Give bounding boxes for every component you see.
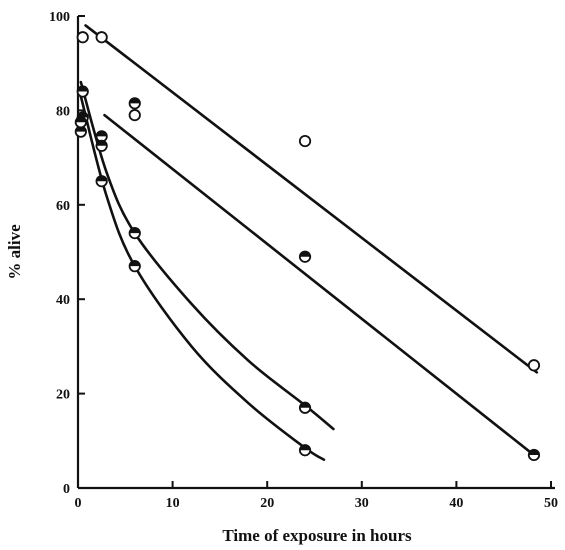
data-point-series-4	[95, 175, 108, 188]
fit-line-series-2	[103, 113, 539, 459]
point-fill	[528, 449, 540, 455]
point-marker	[95, 31, 108, 44]
point-fill	[96, 140, 107, 146]
x-tick-label: 50	[544, 496, 558, 511]
point-fill	[75, 126, 87, 132]
data-point-series-2	[128, 97, 141, 110]
x-tick-label: 40	[449, 496, 463, 511]
data-point-series-2	[298, 250, 312, 263]
point-fill	[299, 251, 311, 257]
data-points	[74, 31, 541, 462]
data-point-series-4	[128, 260, 141, 273]
data-point-series-1	[298, 134, 312, 148]
data-point-series-3	[298, 401, 312, 414]
data-point-series-2	[527, 448, 541, 462]
point-fill	[299, 402, 311, 408]
y-tick-label: 0	[63, 482, 70, 497]
fit-line-series-3	[79, 80, 335, 431]
data-point-series-1	[76, 31, 89, 44]
point-fill	[129, 98, 140, 104]
data-point-series-1	[527, 359, 541, 372]
y-axis-title: % alive	[5, 224, 24, 280]
point-fill	[299, 445, 311, 451]
data-point-series-3	[128, 227, 141, 240]
point-fill	[75, 117, 87, 123]
y-tick-label: 80	[56, 104, 70, 119]
point-fill	[129, 227, 140, 234]
point-marker	[76, 31, 89, 44]
fit-line-series-1	[84, 24, 539, 374]
y-tick-label: 40	[56, 293, 70, 308]
point-fill	[96, 176, 107, 182]
point-fill	[77, 86, 88, 92]
point-marker	[527, 359, 541, 372]
y-tick-label: 20	[56, 388, 70, 403]
point-fill	[129, 260, 140, 267]
point-fill	[96, 131, 107, 137]
data-point-series-3	[76, 85, 89, 98]
data-point-series-2	[74, 125, 87, 138]
x-tick-label: 0	[75, 496, 82, 511]
fit-lines	[79, 24, 539, 461]
axis-ticks: 0 10 20 30 40 50 0 20 40 60 80 100	[49, 10, 558, 511]
data-point-series-2	[95, 130, 108, 143]
y-tick-label: 100	[49, 10, 70, 25]
data-point-series-4	[74, 116, 87, 129]
x-tick-label: 20	[260, 496, 274, 511]
data-point-series-1	[95, 31, 108, 44]
point-marker	[128, 109, 141, 122]
data-point-series-1	[128, 109, 141, 122]
data-point-series-4	[298, 444, 312, 457]
x-tick-label: 10	[166, 496, 180, 511]
fit-line-series-4	[79, 94, 326, 461]
x-tick-label: 30	[355, 496, 369, 511]
y-tick-label: 60	[56, 199, 70, 214]
x-axis-title: Time of exposure in hours	[222, 526, 412, 545]
point-marker	[298, 134, 312, 148]
data-point-series-3	[95, 139, 108, 152]
plot-area: 0 10 20 30 40 50 0 20 40 60 80 100	[49, 10, 558, 511]
